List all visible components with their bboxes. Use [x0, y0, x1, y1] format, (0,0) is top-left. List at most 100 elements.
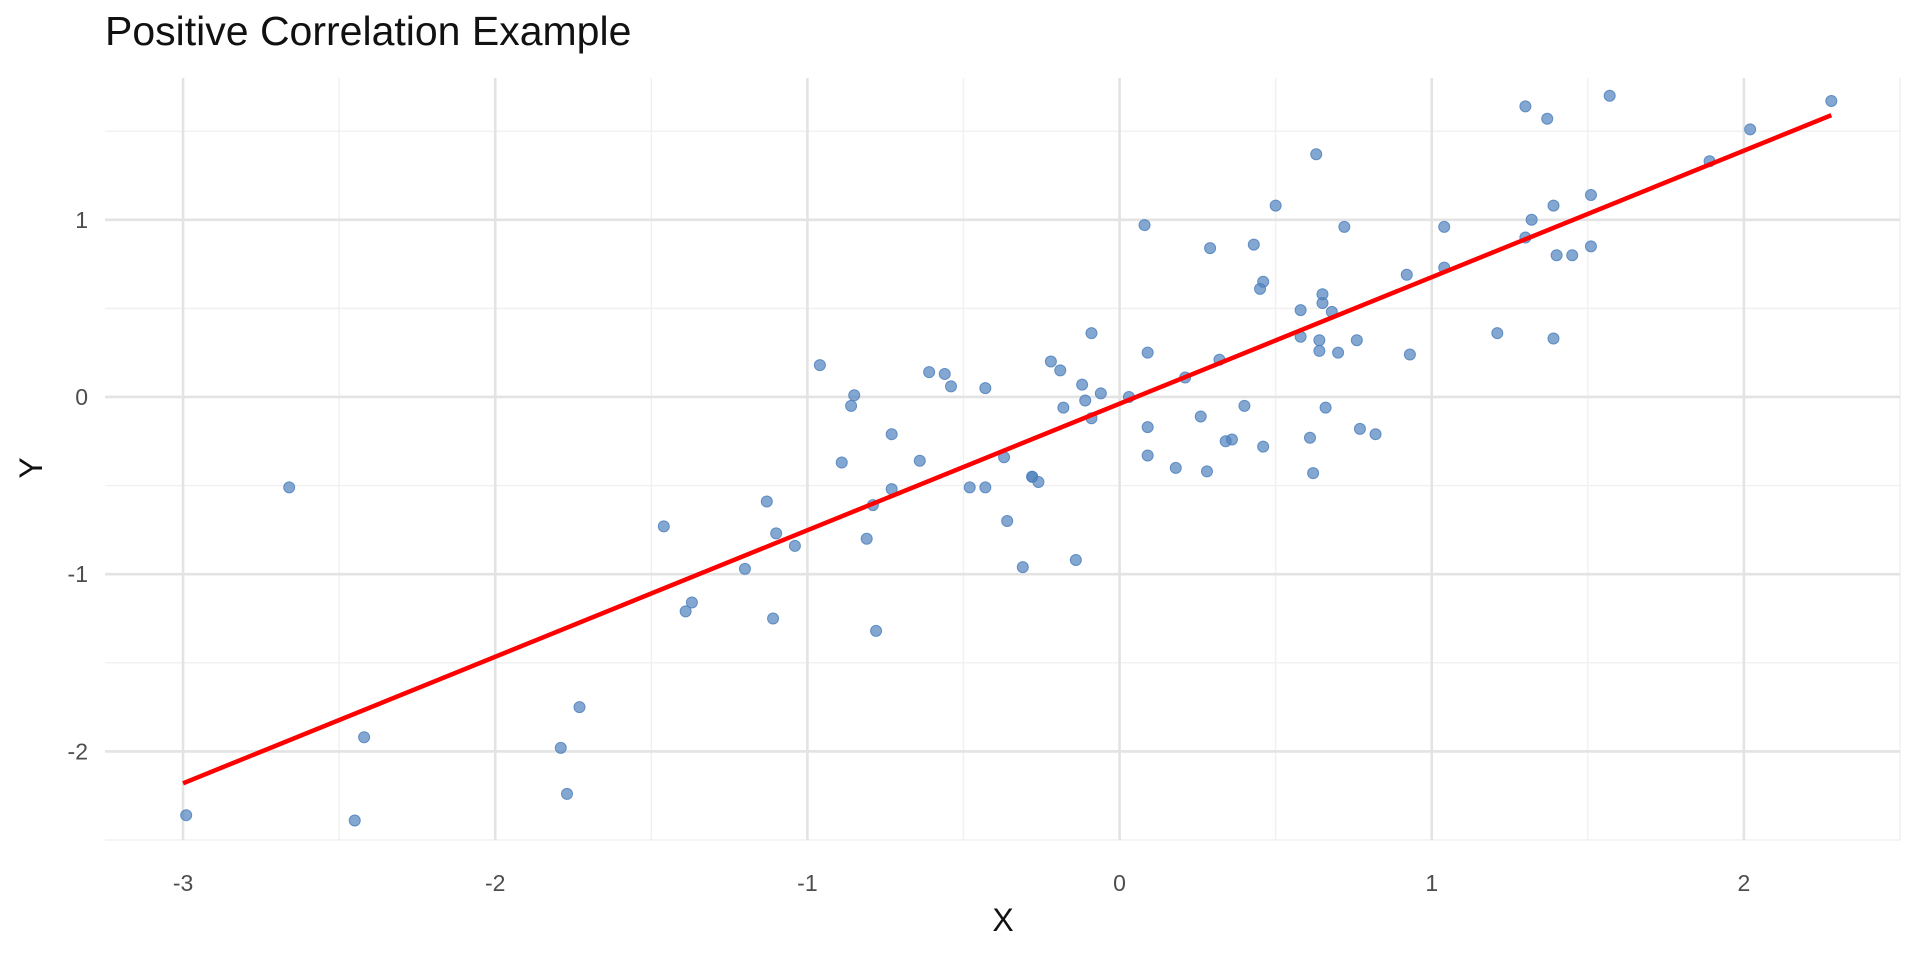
data-point	[835, 456, 848, 469]
x-tick-label: -3	[173, 870, 193, 896]
data-point	[1338, 220, 1351, 233]
data-point	[1225, 433, 1238, 446]
data-point	[554, 741, 567, 754]
data-point	[1332, 346, 1345, 359]
data-point	[979, 382, 992, 395]
data-point	[283, 481, 296, 494]
data-point	[1032, 476, 1045, 489]
data-point	[1313, 344, 1326, 357]
data-point	[1257, 275, 1270, 288]
data-point	[860, 532, 873, 545]
data-point	[1547, 332, 1560, 345]
data-point	[1547, 199, 1560, 212]
data-point	[1044, 355, 1057, 368]
data-point	[1438, 220, 1451, 233]
data-point	[963, 481, 976, 494]
data-point	[1057, 401, 1070, 414]
data-point	[979, 481, 992, 494]
data-point	[1603, 89, 1616, 102]
x-tick-label: -2	[485, 870, 505, 896]
data-point	[1094, 387, 1107, 400]
data-point	[1257, 440, 1270, 453]
data-point	[1550, 249, 1563, 262]
data-point	[1200, 465, 1213, 478]
fit-line	[182, 113, 1833, 786]
data-point	[870, 624, 883, 637]
x-tick-label: 2	[1738, 870, 1751, 896]
y-axis-title: Y	[13, 457, 49, 478]
data-point	[561, 787, 574, 800]
x-tick-label: -1	[797, 870, 817, 896]
data-point	[738, 562, 751, 575]
data-point	[788, 539, 801, 552]
y-tick-label: 1	[75, 207, 88, 233]
data-point	[848, 389, 861, 402]
data-point	[1054, 364, 1067, 377]
x-axis-title: X	[992, 902, 1013, 938]
data-point	[813, 359, 826, 372]
data-point	[1584, 188, 1597, 201]
data-points	[180, 89, 1838, 827]
data-point	[1294, 304, 1307, 317]
y-tick-label: -2	[68, 738, 88, 764]
data-point	[679, 605, 692, 618]
data-point	[1519, 100, 1532, 113]
data-point	[1319, 401, 1332, 414]
data-point	[938, 367, 951, 380]
data-point	[1076, 378, 1089, 391]
y-tick-label: 0	[75, 384, 88, 410]
data-point	[1369, 428, 1382, 441]
x-tick-label: 1	[1425, 870, 1438, 896]
data-point	[845, 399, 858, 412]
data-point	[1169, 461, 1182, 474]
data-point	[1525, 213, 1538, 226]
data-point	[1141, 449, 1154, 462]
data-point	[770, 527, 783, 540]
data-point	[1491, 327, 1504, 340]
chart-title: Positive Correlation Example	[105, 8, 632, 54]
data-point	[1269, 199, 1282, 212]
data-point	[1069, 554, 1082, 567]
data-point	[885, 428, 898, 441]
grid	[105, 78, 1901, 841]
y-tick-label: -1	[68, 561, 88, 587]
data-point	[1353, 422, 1366, 435]
data-point	[685, 596, 698, 609]
regression-line	[182, 113, 1833, 786]
data-point	[1313, 334, 1326, 347]
data-point	[1350, 334, 1363, 347]
data-point	[1307, 467, 1320, 480]
data-point	[573, 701, 586, 714]
data-point	[1400, 268, 1413, 281]
data-point	[348, 814, 361, 827]
data-point	[1541, 112, 1554, 125]
data-point	[1141, 421, 1154, 434]
data-point	[1204, 242, 1217, 255]
data-point	[1247, 238, 1260, 251]
data-point	[1194, 410, 1207, 423]
data-point	[913, 454, 926, 467]
data-point	[1310, 148, 1323, 161]
data-point	[1079, 394, 1092, 407]
data-point	[760, 495, 773, 508]
data-point	[923, 366, 936, 379]
data-point	[1303, 431, 1316, 444]
data-point	[358, 731, 371, 744]
data-point	[1403, 348, 1416, 361]
data-point	[1085, 327, 1098, 340]
data-point	[1138, 219, 1151, 232]
data-point	[1016, 561, 1029, 574]
data-point	[1825, 95, 1838, 108]
data-point	[944, 380, 957, 393]
x-tick-label: 0	[1113, 870, 1126, 896]
data-point	[657, 520, 670, 533]
tick-labels: -3 -2 -1 0 1 2 -2 -1 0 1	[68, 207, 1751, 896]
data-point	[1238, 399, 1251, 412]
data-point	[1141, 346, 1154, 359]
data-point	[1744, 123, 1757, 136]
data-point	[1566, 249, 1579, 262]
data-point	[1316, 297, 1329, 310]
data-point	[1001, 515, 1014, 528]
data-point	[1584, 240, 1597, 253]
